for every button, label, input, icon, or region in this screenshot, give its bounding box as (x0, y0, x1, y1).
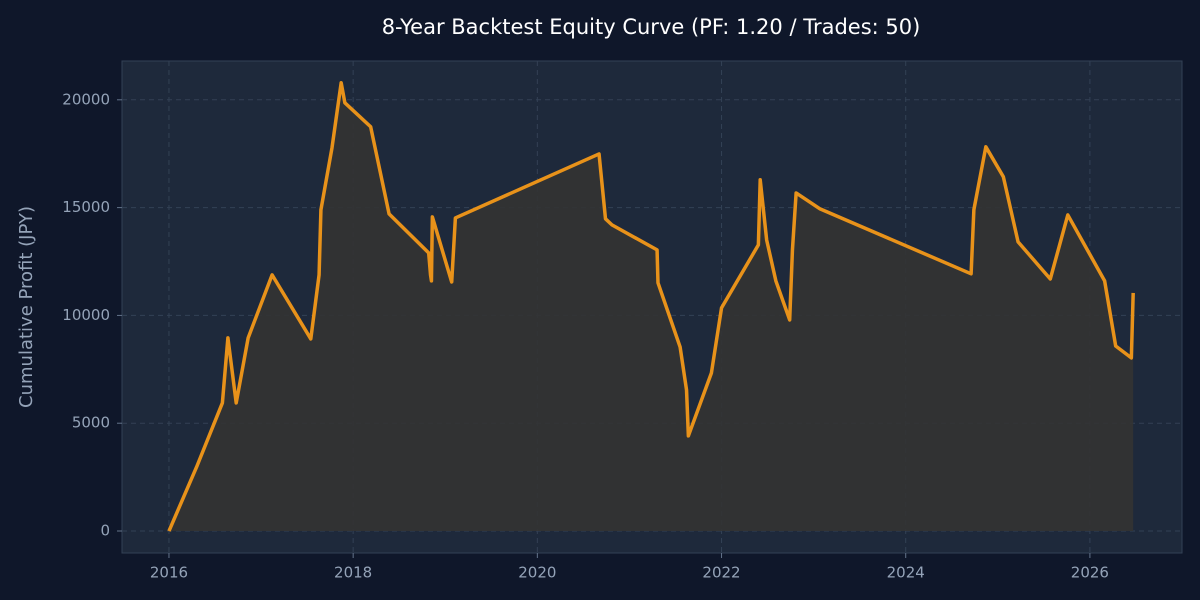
chart-title: 8-Year Backtest Equity Curve (PF: 1.20 /… (382, 15, 921, 39)
x-tick-label: 2020 (518, 564, 556, 582)
area-fill (168, 82, 1134, 532)
x-tick-label: 2018 (334, 564, 372, 582)
x-tick-label: 2024 (887, 564, 925, 582)
x-tick-label: 2022 (702, 564, 740, 582)
y-tick-label: 10000 (62, 306, 110, 324)
x-tick-label: 2016 (150, 564, 188, 582)
y-axis-label: Cumulative Profit (JPY) (16, 206, 37, 408)
equity-line (167, 81, 1135, 532)
y-tick-label: 20000 (62, 90, 110, 108)
y-tick-label: 15000 (62, 198, 110, 216)
y-tick-label: 0 (100, 522, 110, 540)
y-tick-label: 5000 (72, 414, 110, 432)
x-tick-label: 2026 (1071, 564, 1109, 582)
